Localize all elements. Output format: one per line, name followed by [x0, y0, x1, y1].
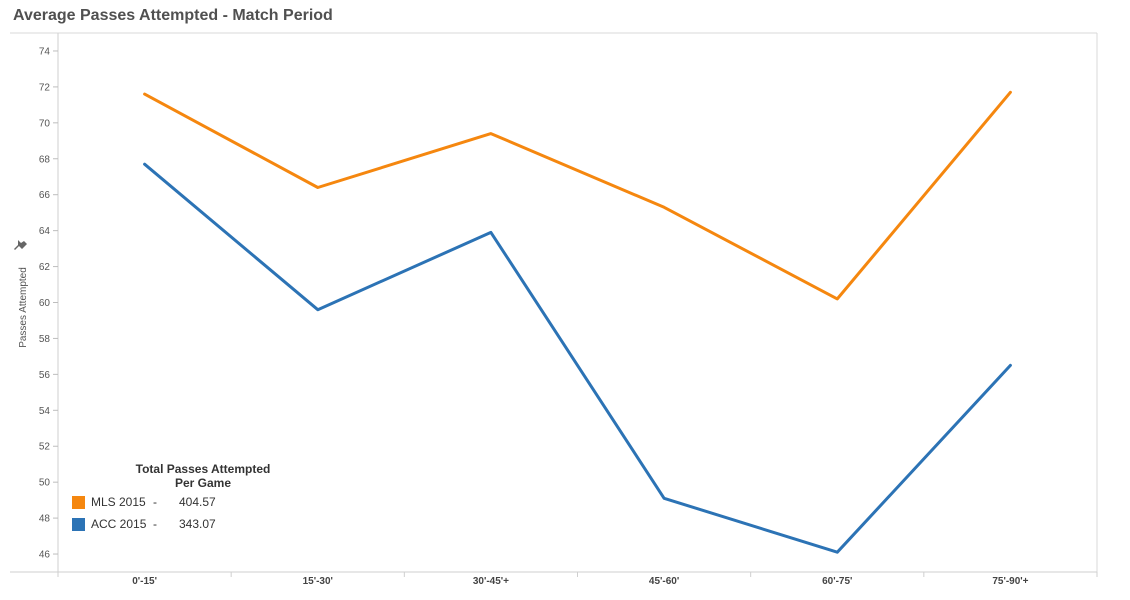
series-line-mls-2015[interactable] — [143, 90, 1012, 301]
legend-swatch-acc — [72, 517, 85, 531]
legend-name-acc: ACC 2015 — [91, 517, 147, 531]
legend-item-mls[interactable]: MLS 2015 - 404.57 — [72, 492, 334, 512]
legend-title: Total Passes Attempted Per Game — [72, 462, 334, 490]
legend-title-line1: Total Passes Attempted — [135, 462, 271, 476]
y-tick-label: 60 — [39, 298, 51, 309]
legend: Total Passes Attempted Per Game MLS 2015… — [72, 462, 334, 534]
y-tick-label: 50 — [39, 478, 51, 489]
x-tick-label: 0'-15' — [132, 576, 157, 587]
x-tick-label: 15'-30' — [303, 576, 333, 587]
y-tick-label: 66 — [39, 190, 51, 201]
y-tick-label: 48 — [39, 514, 51, 525]
series-line-acc-2015[interactable] — [143, 162, 1012, 554]
legend-separator: - — [153, 495, 157, 509]
legend-name-mls: MLS 2015 — [91, 495, 146, 509]
y-tick-label: 46 — [39, 550, 51, 561]
y-tick-label: 74 — [39, 46, 51, 57]
y-tick-label: 62 — [39, 262, 51, 273]
y-tick-label: 64 — [39, 226, 51, 237]
y-tick-label: 72 — [39, 82, 51, 93]
pin-icon[interactable] — [14, 240, 27, 250]
legend-value-acc: 343.07 — [179, 517, 216, 531]
x-tick-label: 60'-75' — [822, 576, 852, 587]
y-tick-label: 68 — [39, 154, 51, 165]
chart-title: Average Passes Attempted - Match Period — [13, 7, 333, 24]
x-tick-label: 30'-45'+ — [473, 576, 509, 587]
y-tick-label: 54 — [39, 406, 51, 417]
y-tick-label: 70 — [39, 118, 51, 129]
legend-item-acc[interactable]: ACC 2015 - 343.07 — [72, 514, 334, 534]
y-tick-label: 52 — [39, 442, 51, 453]
legend-title-line2: Per Game — [174, 476, 232, 490]
y-tick-label: 58 — [39, 334, 51, 345]
legend-swatch-mls — [72, 495, 85, 509]
x-tick-label: 75'-90'+ — [992, 576, 1028, 587]
legend-separator: - — [153, 517, 157, 531]
x-tick-label: 45'-60' — [649, 576, 679, 587]
legend-value-mls: 404.57 — [179, 495, 216, 509]
y-axis-title: Passes Attempted — [18, 267, 29, 348]
y-tick-label: 56 — [39, 370, 51, 381]
